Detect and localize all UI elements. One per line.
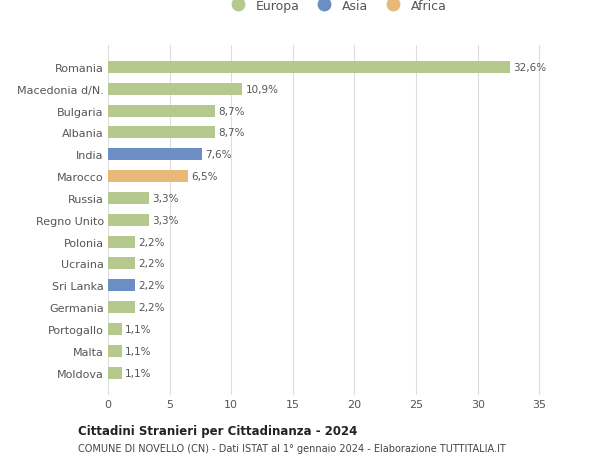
- Text: 8,7%: 8,7%: [218, 128, 245, 138]
- Text: 10,9%: 10,9%: [245, 84, 278, 95]
- Bar: [108, 280, 135, 292]
- Bar: [108, 236, 135, 248]
- Bar: [108, 84, 242, 95]
- Bar: [108, 127, 215, 139]
- Text: 2,2%: 2,2%: [138, 302, 164, 313]
- Bar: [108, 149, 202, 161]
- Text: 2,2%: 2,2%: [138, 281, 164, 291]
- Text: Cittadini Stranieri per Cittadinanza - 2024: Cittadini Stranieri per Cittadinanza - 2…: [78, 424, 358, 437]
- Text: 6,5%: 6,5%: [191, 172, 218, 182]
- Text: 32,6%: 32,6%: [513, 63, 546, 73]
- Bar: [108, 171, 188, 183]
- Text: 1,1%: 1,1%: [125, 325, 151, 334]
- Bar: [108, 192, 149, 205]
- Legend: Europa, Asia, Africa: Europa, Asia, Africa: [226, 0, 446, 13]
- Text: 3,3%: 3,3%: [152, 215, 178, 225]
- Text: 1,1%: 1,1%: [125, 346, 151, 356]
- Text: 7,6%: 7,6%: [205, 150, 231, 160]
- Bar: [108, 345, 122, 357]
- Text: COMUNE DI NOVELLO (CN) - Dati ISTAT al 1° gennaio 2024 - Elaborazione TUTTITALIA: COMUNE DI NOVELLO (CN) - Dati ISTAT al 1…: [78, 443, 506, 453]
- Text: 3,3%: 3,3%: [152, 194, 178, 203]
- Bar: [108, 367, 122, 379]
- Bar: [108, 62, 510, 74]
- Text: 1,1%: 1,1%: [125, 368, 151, 378]
- Bar: [108, 258, 135, 270]
- Bar: [108, 214, 149, 226]
- Text: 8,7%: 8,7%: [218, 106, 245, 116]
- Bar: [108, 106, 215, 118]
- Text: 2,2%: 2,2%: [138, 259, 164, 269]
- Text: 2,2%: 2,2%: [138, 237, 164, 247]
- Bar: [108, 302, 135, 313]
- Bar: [108, 323, 122, 335]
